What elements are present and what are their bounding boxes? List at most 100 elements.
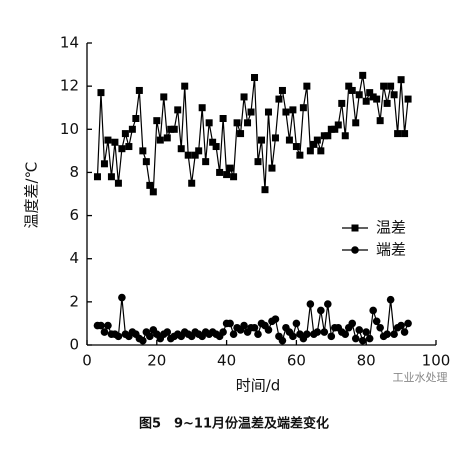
- point: [230, 173, 238, 181]
- point: [278, 86, 286, 94]
- point: [285, 136, 293, 144]
- point: [254, 158, 262, 166]
- point: [118, 293, 126, 302]
- point: [355, 326, 364, 334]
- point: [163, 134, 171, 142]
- y-axis-label: 温度差/℃: [23, 162, 41, 229]
- point: [390, 330, 398, 339]
- point: [219, 328, 227, 336]
- point: [306, 300, 315, 308]
- point: [100, 160, 108, 168]
- point: [299, 104, 307, 112]
- point: [244, 119, 252, 127]
- point: [97, 321, 105, 330]
- y-tick-label: 2: [69, 292, 79, 310]
- x-tick-label: 80: [357, 352, 376, 370]
- point: [271, 134, 279, 142]
- point: [229, 330, 238, 339]
- point: [177, 145, 185, 153]
- x-tick-label: 60: [287, 352, 306, 370]
- legend-marker: [351, 224, 359, 232]
- point: [341, 330, 350, 339]
- point: [104, 321, 112, 330]
- point: [205, 119, 213, 127]
- legend-label: 端差: [376, 241, 406, 259]
- point: [251, 74, 259, 82]
- point: [324, 132, 332, 140]
- point: [156, 136, 164, 144]
- point: [202, 158, 210, 166]
- point: [376, 117, 384, 125]
- point: [404, 95, 412, 103]
- x-axis-label: 时间/d: [236, 377, 281, 395]
- point: [303, 330, 311, 339]
- series-line: [96, 75, 409, 195]
- point: [310, 140, 318, 148]
- point: [146, 181, 154, 189]
- point: [135, 86, 143, 94]
- point: [362, 97, 370, 105]
- point: [373, 95, 381, 103]
- x-tick-label: 0: [82, 352, 92, 370]
- point: [264, 108, 272, 116]
- point: [376, 323, 384, 332]
- point: [387, 82, 395, 90]
- point: [118, 145, 126, 153]
- point: [317, 306, 325, 315]
- point: [275, 95, 283, 103]
- point: [380, 82, 388, 90]
- point: [104, 136, 112, 144]
- point: [97, 89, 105, 97]
- point: [139, 147, 147, 155]
- y-tick-label: 14: [60, 34, 79, 52]
- point: [128, 125, 136, 133]
- point: [153, 117, 161, 125]
- point: [107, 173, 115, 181]
- point: [282, 108, 290, 116]
- point: [142, 158, 150, 166]
- point: [331, 125, 339, 133]
- point: [219, 115, 227, 122]
- point: [306, 147, 314, 155]
- caption: 图5 9~11月份温差及端差变化: [139, 416, 329, 432]
- point: [358, 336, 367, 345]
- point: [240, 93, 248, 101]
- point: [223, 171, 231, 179]
- point: [369, 306, 377, 315]
- point: [114, 332, 123, 341]
- point: [174, 106, 182, 114]
- point: [365, 334, 374, 343]
- point: [278, 336, 287, 345]
- point: [341, 132, 349, 140]
- point: [359, 71, 367, 79]
- y-tick-label: 4: [69, 249, 79, 267]
- point: [100, 328, 109, 336]
- point: [184, 151, 192, 159]
- point: [146, 332, 154, 341]
- point: [195, 147, 203, 155]
- point: [348, 86, 356, 94]
- point: [247, 108, 255, 116]
- point: [160, 93, 168, 101]
- point: [114, 179, 122, 187]
- point: [292, 143, 300, 151]
- point: [111, 138, 119, 146]
- point: [209, 138, 217, 146]
- point: [125, 143, 133, 151]
- point: [345, 82, 353, 90]
- point: [348, 319, 357, 328]
- point: [292, 319, 301, 328]
- point: [226, 164, 234, 172]
- point: [327, 332, 336, 341]
- x-tick-label: 100: [422, 352, 451, 370]
- point: [289, 332, 297, 341]
- point: [313, 328, 322, 336]
- point: [216, 168, 224, 176]
- point: [296, 151, 304, 159]
- point: [163, 328, 172, 336]
- point: [362, 328, 371, 336]
- y-tick-label: 12: [60, 77, 79, 95]
- point: [233, 119, 241, 127]
- point: [383, 99, 391, 107]
- point: [250, 323, 259, 332]
